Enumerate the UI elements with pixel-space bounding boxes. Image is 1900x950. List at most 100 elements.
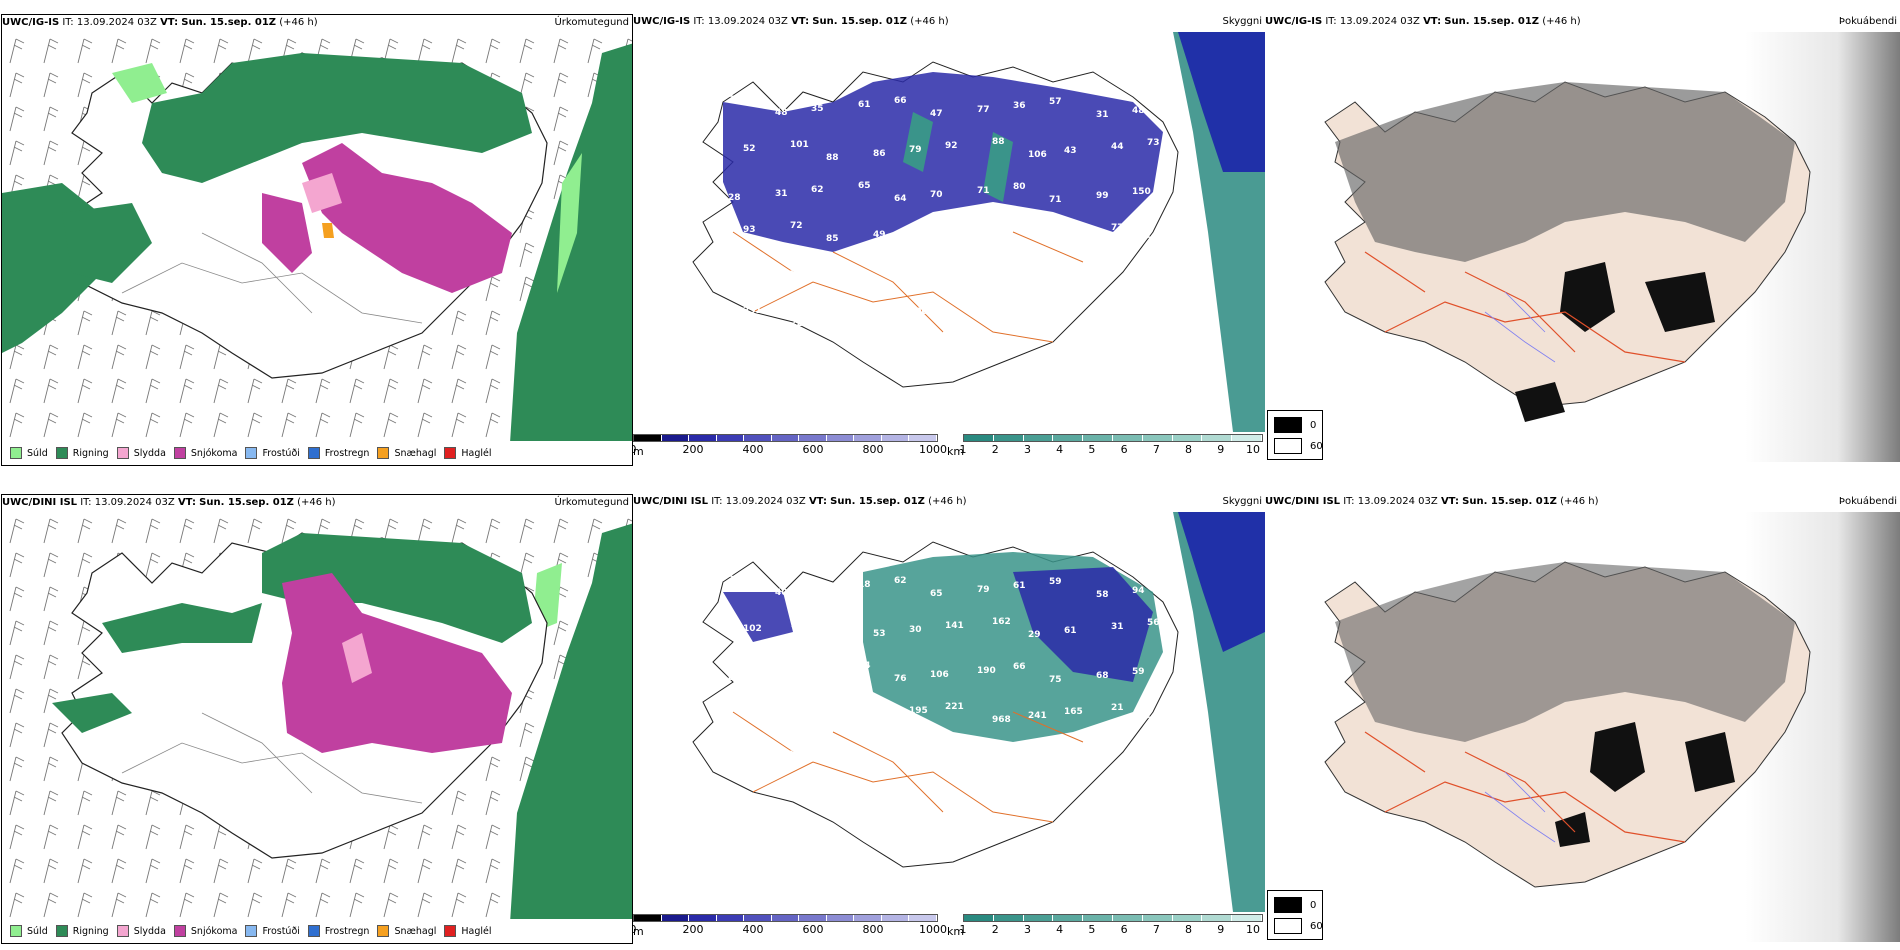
visibility-value-label: 108 xyxy=(775,270,794,280)
colorbar-swatch xyxy=(771,435,800,441)
visibility-value-label: 88 xyxy=(826,153,839,163)
fog-legend-item: 0 xyxy=(1274,897,1316,913)
visibility-value-label: 57 xyxy=(1049,97,1062,107)
visibility-value-label: 72 xyxy=(728,95,741,105)
visibility-value-label: 58 xyxy=(1096,590,1109,600)
colorbar-tick: 0 xyxy=(633,923,637,936)
visibility-value-label: 282 xyxy=(811,746,830,756)
visibility-value-label: 85 xyxy=(826,234,839,244)
legend-item: Snjókoma xyxy=(173,447,237,459)
panel-title: Úrkomutegund xyxy=(554,497,629,508)
visibility-value-label: 66 xyxy=(894,96,907,106)
visibility-value-label: 99 xyxy=(1096,191,1109,201)
colorbar-tick: 6 xyxy=(1120,923,1128,936)
visibility-value-label: 31 xyxy=(775,189,788,199)
visibility-value-label: 221 xyxy=(945,702,964,712)
colorbar-swatch xyxy=(1053,915,1084,921)
colorbar-swatch xyxy=(826,435,855,441)
visibility-value-label: 968 xyxy=(992,715,1011,725)
colorbar-tick: 600 xyxy=(802,443,824,456)
colorbar-swatch xyxy=(1172,915,1203,921)
legend-item: Frostregn xyxy=(307,925,369,937)
visibility-value-label: 35 xyxy=(811,104,824,114)
colorbar-tick: 9 xyxy=(1217,923,1225,936)
visibility-value-label: 131 xyxy=(977,747,996,757)
colorbar-swatch xyxy=(1083,915,1113,921)
legend-item: Frostregn xyxy=(307,447,369,459)
colorbar-swatch xyxy=(661,915,690,921)
colorbar-swatch xyxy=(1083,435,1113,441)
visibility-value-label: 195 xyxy=(909,706,928,716)
visibility-value-label: 106 xyxy=(1028,150,1047,160)
visibility-value-label: 241 xyxy=(1028,711,1047,721)
colorbar-tick: 800 xyxy=(862,443,884,456)
visibility-value-label: 139 xyxy=(858,279,877,289)
visibility-value-label: 157 xyxy=(858,759,877,769)
panel-header: UWC/IG-IS IT: 13.09.2024 03Z VT: Sun. 15… xyxy=(1265,14,1900,30)
colorbar-tick: 7 xyxy=(1152,923,1160,936)
colorbar-tick: 400 xyxy=(742,443,764,456)
legend-item: Haglél xyxy=(444,925,492,937)
colorbar-swatch xyxy=(771,915,800,921)
visibility-value-label: 209 xyxy=(1147,716,1166,726)
visibility-value-label: 76 xyxy=(894,674,907,684)
visibility-value-label: 180 xyxy=(894,755,913,765)
colorbar-swatch xyxy=(1112,435,1143,441)
visibility-value-label: 70 xyxy=(945,320,958,330)
fog-panel-igis: UWC/IG-IS IT: 13.09.2024 03Z VT: Sun. 15… xyxy=(1265,14,1900,466)
visibility-value-label: 300 xyxy=(909,307,928,317)
visibility-value-label: 356 xyxy=(1049,276,1068,286)
visibility-value-label: 93 xyxy=(743,225,756,235)
visibility-value-label: 68 xyxy=(1096,671,1109,681)
visibility-value-label: 71 xyxy=(1049,195,1062,205)
visibility-map: 38 40 58 18 62 65 79 61 59 58 94 102 71 44 53 30 141 162 2… xyxy=(692,512,1265,912)
visibility-value-label: 73 xyxy=(1147,138,1160,148)
colorbar-swatch xyxy=(1232,435,1262,441)
colorbar-tick: 1 xyxy=(959,443,967,456)
visibility-value-label: 150 xyxy=(1132,187,1151,197)
visibility-value-label: 53 xyxy=(873,629,886,639)
colorbar-swatch xyxy=(993,435,1024,441)
visibility-value-label: 28 xyxy=(728,193,741,203)
colorbar-swatch xyxy=(799,435,827,441)
fog-legend-item: 0 xyxy=(1274,417,1316,433)
visibility-value-label: 54 xyxy=(728,274,741,284)
visibility-value-label: 190 xyxy=(977,666,996,676)
colorbar-tick: 3 xyxy=(1023,443,1031,456)
visibility-value-label: 106 xyxy=(930,670,949,680)
visibility-value-label: 43 xyxy=(1064,146,1077,156)
colorbar-tick: 1 xyxy=(959,923,967,936)
visibility-value-label: 77 xyxy=(977,105,990,115)
visibility-value-label: 30 xyxy=(909,625,922,635)
colorbar-tick: 3 xyxy=(1023,923,1031,936)
colorbar-swatch xyxy=(634,435,662,441)
fog-legend-item: 60 xyxy=(1274,918,1323,934)
precip-legend: Súld Rigning Slydda Snjókoma Frostúði Fr… xyxy=(2,441,632,465)
visibility-value-label: 251 xyxy=(743,306,762,316)
colorbar-tick: 4 xyxy=(1056,923,1064,936)
visibility-value-label: 210 xyxy=(775,750,794,760)
colorbar-swatch xyxy=(909,435,938,441)
panel-header: UWC/DINI ISL IT: 13.09.2024 03Z VT: Sun.… xyxy=(633,494,1265,510)
visibility-value-label: 62 xyxy=(894,576,907,586)
visibility-value-label: 70 xyxy=(930,190,943,200)
visibility-colorbar: 1 2 3 4 5 6 7 8 9 10 km xyxy=(947,914,1263,938)
colorbar-tick: 10 xyxy=(1246,923,1260,936)
colorbar-tick: 400 xyxy=(742,923,764,936)
it-label: IT: xyxy=(62,17,74,28)
legend-item: Frostúði xyxy=(245,447,300,459)
visibility-value-label: 62 xyxy=(811,185,824,195)
legend-item: Rigning xyxy=(55,925,109,937)
colorbar-swatch xyxy=(1202,435,1233,441)
visibility-value-label: 64 xyxy=(858,661,871,671)
colorbar-swatch xyxy=(1023,435,1054,441)
colorbar-tick: 8 xyxy=(1185,443,1193,456)
legend-item: Frostúði xyxy=(245,925,300,937)
panel-title: Skyggni xyxy=(1222,496,1262,507)
visibility-value-label: 168 xyxy=(811,665,830,675)
visibility-value-label: 162 xyxy=(992,617,1011,627)
visibility-value-label: 58 xyxy=(811,584,824,594)
colorbar-tick: 200 xyxy=(682,923,704,936)
visibility-value-label: 102 xyxy=(743,624,762,634)
colorbar-swatch xyxy=(799,915,827,921)
